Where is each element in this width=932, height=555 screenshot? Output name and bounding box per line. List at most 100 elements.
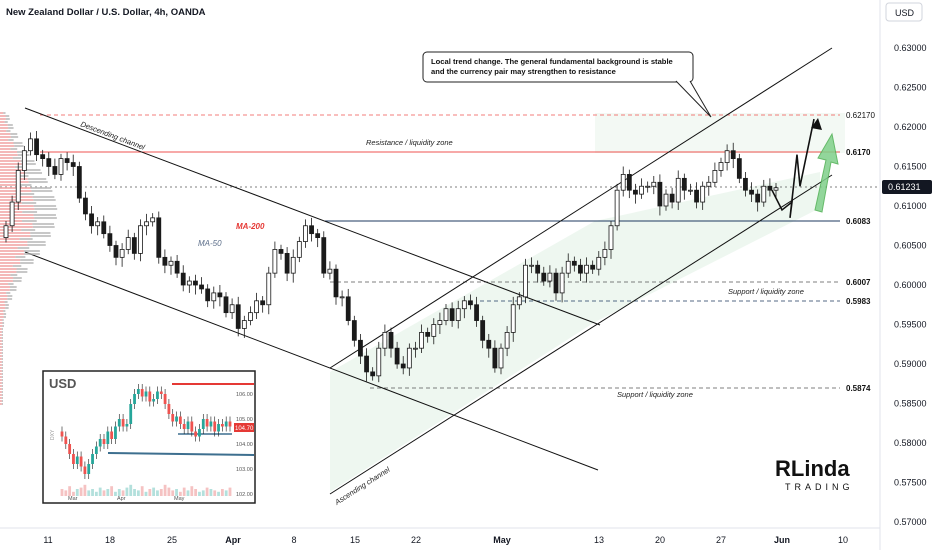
candle-up [339, 296, 345, 299]
time-tick: 25 [167, 535, 177, 545]
profile-bar-sell [0, 154, 18, 156]
inset-level-line-low [107, 452, 255, 456]
price-axis[interactable]: 0.63000 0.62500 0.62000 0.61500 0.61000 0.605… [894, 43, 927, 527]
inset-candle-up [152, 399, 156, 402]
candle-down [46, 158, 52, 167]
candle-down [321, 237, 327, 274]
inset-volume-bar [144, 491, 148, 496]
inset-volume-bar [91, 489, 94, 496]
time-tick: Apr [225, 535, 241, 545]
profile-bar-buy [19, 238, 33, 240]
inset-title: USD [49, 376, 76, 391]
inset-candle-down [205, 419, 209, 427]
time-axis[interactable]: 11 18 25 Apr 8 15 22 May 13 20 27 Jun 10 [43, 535, 848, 545]
profile-bar-sell [0, 118, 6, 120]
candle-down [358, 339, 363, 357]
inset-volume-bar [94, 491, 98, 496]
candle-down [626, 173, 632, 191]
profile-bar-buy [1, 352, 3, 354]
inset-candle-up [133, 394, 136, 404]
inset-volume-bar [190, 486, 194, 496]
profile-bar-sell [0, 400, 2, 402]
inset-side-label: DXY [50, 429, 56, 440]
inset-time-axis: Mar Apr May [68, 496, 185, 502]
profile-bar-sell [0, 169, 25, 171]
candle-up [431, 324, 437, 337]
candle-up [712, 170, 718, 183]
time-tick: 15 [350, 535, 360, 545]
profile-bar-sell [0, 208, 35, 210]
inset-volume-bar [182, 487, 186, 496]
profile-bar-buy [15, 256, 26, 258]
profile-bar-buy [7, 295, 13, 297]
profile-bar-buy [27, 241, 46, 243]
inset-price-tick: 104.00 [236, 442, 253, 448]
candle-up [3, 225, 9, 238]
inset-candles [60, 384, 232, 479]
profile-bar-buy [1, 361, 3, 363]
profile-bar-sell [0, 280, 13, 282]
profile-bar-buy [8, 139, 14, 141]
profile-bar-sell [0, 373, 2, 375]
profile-bar-sell [0, 223, 33, 225]
profile-bar-buy [1, 349, 3, 351]
inset-volume-bar [156, 490, 159, 496]
profile-bar-sell [0, 148, 11, 150]
profile-bar-buy [25, 172, 43, 174]
ascending-channel-upper [329, 47, 833, 369]
inset-volume-bar [194, 489, 198, 496]
profile-bar-sell [0, 343, 2, 345]
profile-bar-sell [0, 313, 4, 315]
inset-volume-bar [159, 489, 163, 496]
profile-bar-sell [0, 391, 2, 393]
profile-bar-buy [10, 274, 18, 276]
inset-candle-down [220, 424, 224, 427]
profile-bar-sell [0, 124, 8, 126]
profile-bar-buy [16, 271, 28, 273]
currency-button[interactable] [885, 2, 923, 22]
chart-title: New Zealand Dollar / U.S. Dollar, 4h, OA… [6, 7, 206, 18]
candle-up [168, 260, 174, 266]
currency-button-label[interactable]: USD [895, 8, 915, 18]
profile-bar-sell [0, 130, 7, 132]
candle-up [455, 308, 461, 321]
profile-bar-buy [24, 169, 41, 171]
profile-bar-buy [21, 163, 36, 165]
callout-pointer [675, 80, 712, 118]
candle-down [333, 268, 339, 298]
inset-candle-down [228, 421, 232, 427]
candle-up [229, 304, 235, 314]
level-label-05874: 0.5874 [846, 384, 871, 393]
candle-up [413, 347, 418, 350]
candle-down [486, 339, 492, 349]
projection-path [771, 118, 815, 218]
inset-time-tick: Mar [68, 496, 78, 502]
candle-down [736, 158, 742, 179]
profile-bar-buy [10, 286, 17, 288]
candle-up [186, 280, 192, 286]
profile-bar-sell [0, 163, 22, 165]
candle-up [248, 312, 253, 321]
profile-bar-buy [1, 397, 3, 399]
candles [3, 130, 779, 383]
profile-bar-buy [6, 292, 11, 294]
candle-up [529, 264, 534, 267]
descending-channel-upper [24, 107, 601, 326]
candle-down [64, 158, 70, 163]
candle-down [633, 189, 638, 195]
inset-candle-down [68, 444, 72, 454]
profile-bar-buy [30, 232, 51, 234]
candle-up [547, 272, 553, 282]
candle-down [425, 331, 431, 337]
profile-bar-buy [1, 370, 3, 372]
price-tick: 0.59500 [894, 320, 927, 330]
candle-down [83, 197, 88, 215]
candle-down [223, 296, 229, 314]
profile-bar-buy [5, 115, 10, 117]
inset-candle-down [64, 436, 68, 444]
inset-candle-up [136, 389, 140, 394]
profile-bar-buy [30, 187, 51, 189]
candle-up [663, 193, 669, 207]
